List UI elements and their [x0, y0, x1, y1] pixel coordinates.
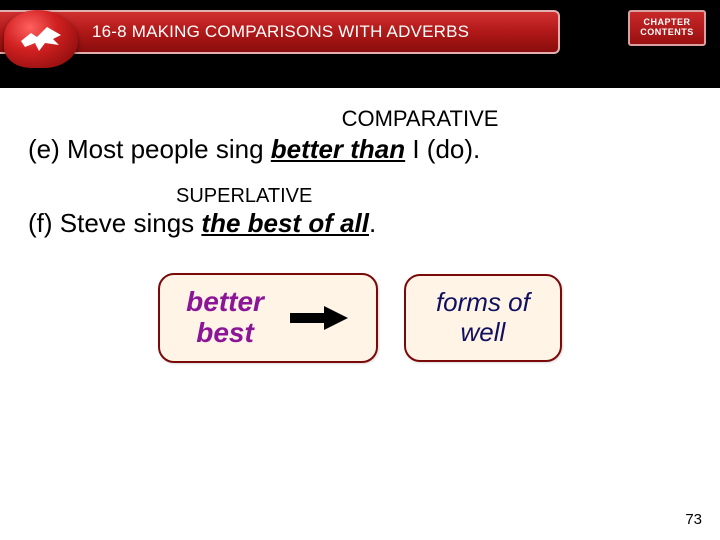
superlative-label: SUPERLATIVE — [176, 185, 692, 208]
forms-left-text: better best — [186, 287, 264, 349]
forms-left-box: better best — [158, 273, 378, 363]
forms-right-line2: well — [436, 318, 530, 348]
slide-header: 16-8 MAKING COMPARISONS WITH ADVERBS CHA… — [0, 0, 720, 88]
sentence-f-emphasis: the best of all — [201, 208, 369, 238]
chapter-button-line2: CONTENTS — [640, 28, 694, 38]
sentence-f-prefix: (f) Steve sings — [28, 208, 201, 238]
sentence-e-prefix: (e) Most people sing — [28, 134, 271, 164]
example-sentence-e: (e) Most people sing better than I (do). — [28, 134, 692, 165]
forms-right-text: forms of well — [436, 288, 530, 348]
forms-left-line1: better — [186, 287, 264, 318]
section-title: 16-8 MAKING COMPARISONS WITH ADVERBS — [92, 22, 469, 42]
arrow-icon — [288, 304, 350, 332]
bird-icon — [17, 21, 65, 57]
forms-left-line2: best — [186, 318, 264, 349]
comparative-label: COMPARATIVE — [148, 106, 692, 132]
forms-right-box: forms of well — [404, 274, 562, 362]
sentence-e-emphasis: better than — [271, 134, 405, 164]
sentence-f-suffix: . — [369, 208, 376, 238]
chapter-contents-button[interactable]: CHAPTER CONTENTS — [628, 10, 706, 46]
example-sentence-f: (f) Steve sings the best of all. — [28, 208, 692, 239]
forms-box-row: better best forms of well — [28, 273, 692, 363]
page-number: 73 — [685, 511, 702, 528]
sentence-e-suffix: I (do). — [405, 134, 480, 164]
title-banner: 16-8 MAKING COMPARISONS WITH ADVERBS — [0, 10, 560, 54]
forms-right-line1: forms of — [436, 288, 530, 318]
bird-badge — [4, 10, 78, 68]
slide-content: COMPARATIVE (e) Most people sing better … — [0, 88, 720, 363]
